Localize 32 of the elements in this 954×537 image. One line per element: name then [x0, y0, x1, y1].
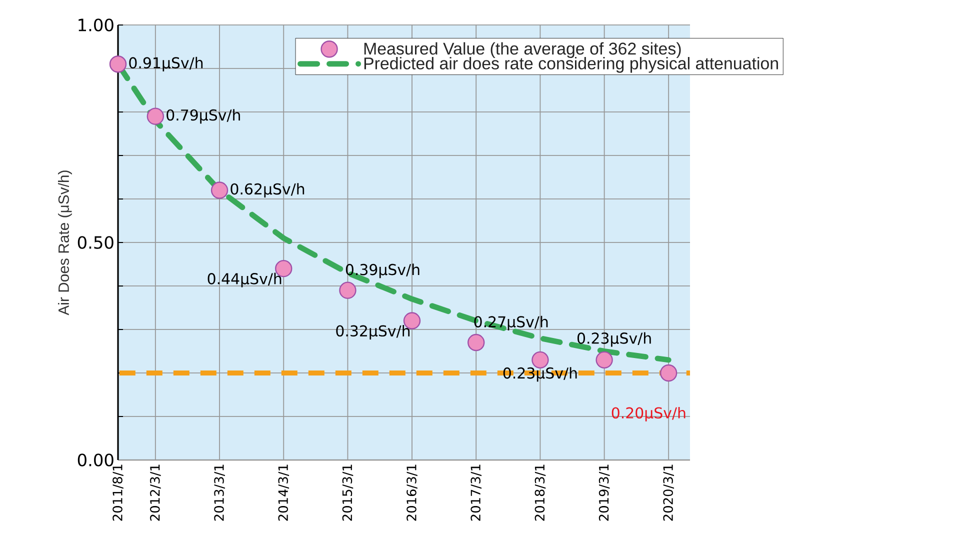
data-label: 0.44μSv/h [208, 272, 282, 288]
point [146, 108, 164, 125]
point [596, 351, 613, 369]
point [660, 364, 678, 382]
point [210, 182, 228, 199]
point [109, 56, 127, 73]
legend-label: Predicted air does rate considering physical attenuation [364, 56, 778, 73]
legend-label: Measured Value (the average of 362 sites) [364, 42, 681, 58]
x-tick-label: 2019/3/1 [598, 464, 610, 521]
x-tick-label: 2015/3/1 [342, 464, 354, 521]
data-label: 0.23μSv/h [577, 332, 651, 347]
ref-line-label: 0.20μSv/h [612, 406, 686, 422]
y-axis-title: Air Does Rate (μSv/h) [58, 170, 72, 316]
point [339, 282, 356, 299]
x-tick-label: 2011/8/1 [112, 464, 124, 521]
x-tick-label: 2017/3/1 [470, 464, 482, 521]
x-tick-label: 2018/3/1 [534, 464, 546, 521]
data-label: 0.23μSv/h [503, 367, 577, 382]
x-tick-label: 2016/3/1 [406, 464, 418, 521]
y-tick-label: 0.00 [78, 454, 114, 466]
data-label: 0.62μSv/h [230, 183, 304, 198]
x-tick-label: 2020/3/1 [663, 464, 674, 521]
x-tick-label: 2013/3/1 [214, 464, 225, 521]
data-label: 0.32μSv/h [336, 324, 410, 340]
data-label: 0.39μSv/h [346, 264, 420, 278]
y-tick-label: 0.50 [78, 236, 114, 249]
point [468, 334, 485, 352]
y-tick-label: 1.00 [78, 18, 114, 32]
x-tick-label: 2014/3/1 [278, 464, 290, 521]
data-label: 0.79μSv/h [166, 109, 240, 124]
data-label: 0.91μSv/h [129, 56, 203, 72]
x-tick-label: 2012/3/1 [150, 464, 161, 521]
